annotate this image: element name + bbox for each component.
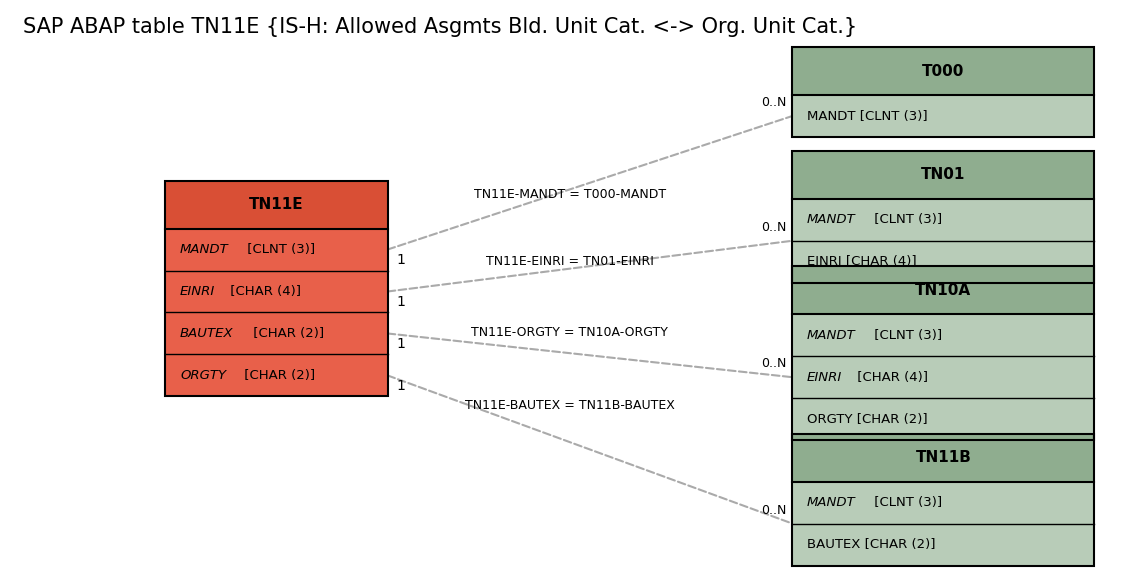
Text: [CLNT (3)]: [CLNT (3)] xyxy=(870,329,942,342)
Bar xyxy=(792,266,1094,440)
Text: TN11B: TN11B xyxy=(915,450,971,465)
Text: EINRI: EINRI xyxy=(807,371,842,384)
Text: [CHAR (4)]: [CHAR (4)] xyxy=(226,285,301,298)
Text: T000: T000 xyxy=(922,64,964,79)
Text: 0..N: 0..N xyxy=(762,357,787,370)
Text: TN11E-MANDT = T000-MANDT: TN11E-MANDT = T000-MANDT xyxy=(473,188,666,201)
Text: MANDT: MANDT xyxy=(807,329,856,342)
Text: EINRI: EINRI xyxy=(180,285,215,298)
Bar xyxy=(792,47,1094,137)
Text: MANDT: MANDT xyxy=(807,496,856,509)
Text: 0..N: 0..N xyxy=(762,221,787,234)
Text: 1: 1 xyxy=(397,253,406,267)
Text: ORGTY [CHAR (2)]: ORGTY [CHAR (2)] xyxy=(807,413,928,426)
Text: 0..N: 0..N xyxy=(762,96,787,109)
Bar xyxy=(165,229,388,396)
Text: [CHAR (2)]: [CHAR (2)] xyxy=(250,327,325,340)
Bar xyxy=(165,181,388,229)
Text: MANDT [CLNT (3)]: MANDT [CLNT (3)] xyxy=(807,110,928,122)
Bar xyxy=(792,199,1094,283)
Text: SAP ABAP table TN11E {IS-H: Allowed Asgmts Bld. Unit Cat. <-> Org. Unit Cat.}: SAP ABAP table TN11E {IS-H: Allowed Asgm… xyxy=(23,17,857,37)
Bar xyxy=(792,434,1094,482)
Text: MANDT: MANDT xyxy=(807,213,856,226)
Text: TN11E-BAUTEX = TN11B-BAUTEX: TN11E-BAUTEX = TN11B-BAUTEX xyxy=(465,399,675,412)
Bar xyxy=(792,151,1094,283)
Text: TN11E-ORGTY = TN10A-ORGTY: TN11E-ORGTY = TN10A-ORGTY xyxy=(471,325,668,339)
Bar xyxy=(792,151,1094,199)
Bar xyxy=(792,266,1094,314)
Text: [CLNT (3)]: [CLNT (3)] xyxy=(870,213,942,226)
Bar xyxy=(792,47,1094,95)
Bar xyxy=(792,314,1094,440)
Text: MANDT: MANDT xyxy=(180,243,229,256)
Text: EINRI [CHAR (4)]: EINRI [CHAR (4)] xyxy=(807,255,917,268)
Text: [CLNT (3)]: [CLNT (3)] xyxy=(870,496,942,509)
Text: TN11E: TN11E xyxy=(250,197,303,212)
Text: [CHAR (4)]: [CHAR (4)] xyxy=(853,371,928,384)
Text: TN11E-EINRI = TN01-EINRI: TN11E-EINRI = TN01-EINRI xyxy=(486,255,653,268)
Text: ORGTY: ORGTY xyxy=(180,369,226,382)
Bar xyxy=(165,181,388,396)
Text: TN01: TN01 xyxy=(921,167,966,182)
Text: BAUTEX: BAUTEX xyxy=(180,327,234,340)
Text: 0..N: 0..N xyxy=(762,504,787,517)
Bar xyxy=(792,95,1094,137)
Text: 1: 1 xyxy=(397,337,406,351)
Text: TN10A: TN10A xyxy=(915,283,971,298)
Bar xyxy=(792,482,1094,566)
Text: 1: 1 xyxy=(397,295,406,309)
Text: 1: 1 xyxy=(397,379,406,393)
Text: BAUTEX [CHAR (2)]: BAUTEX [CHAR (2)] xyxy=(807,538,936,551)
Text: [CHAR (2)]: [CHAR (2)] xyxy=(239,369,315,382)
Text: [CLNT (3)]: [CLNT (3)] xyxy=(243,243,315,256)
Bar xyxy=(792,434,1094,566)
